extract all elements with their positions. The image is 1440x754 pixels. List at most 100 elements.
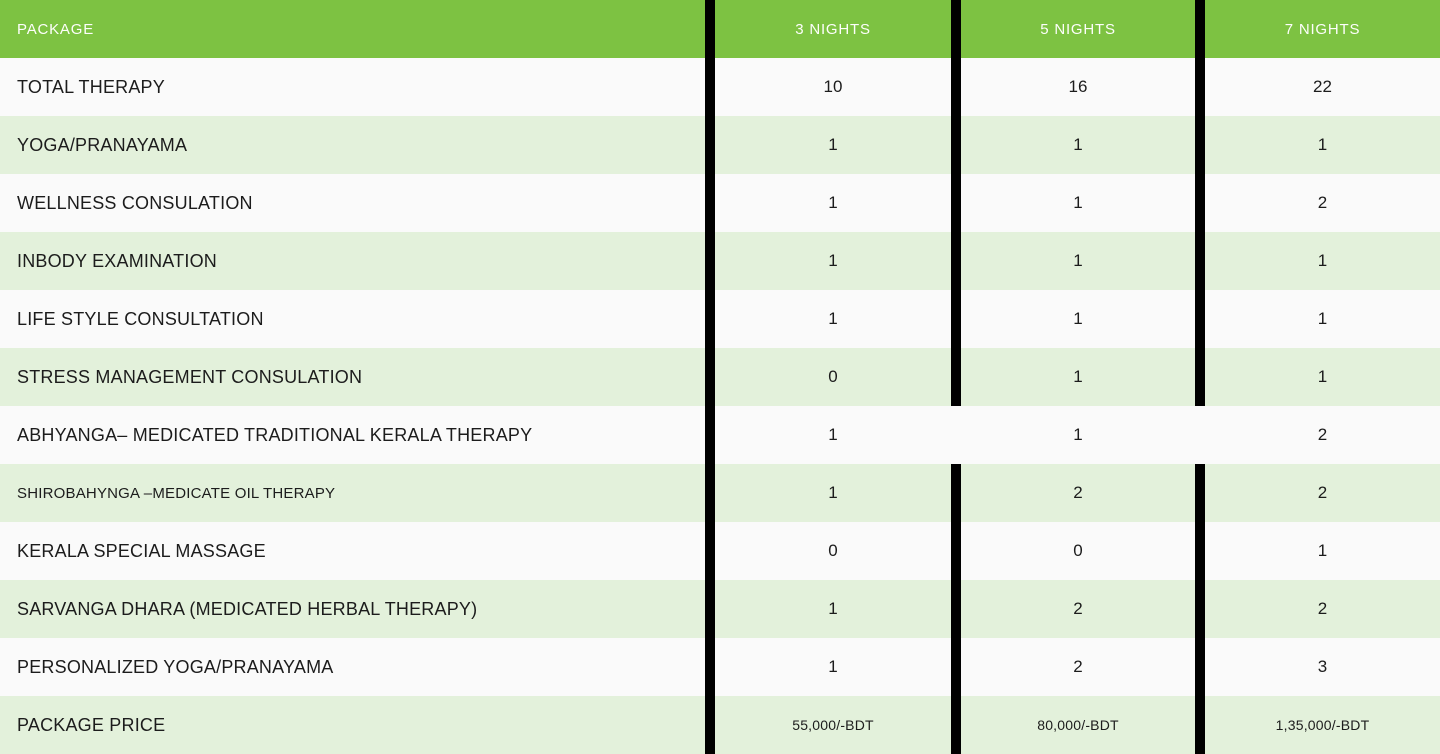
column-divider <box>951 58 961 116</box>
table-row-wellness-consulation: WELLNESS CONSULATION 1 1 2 <box>0 174 1440 232</box>
row-label: ABHYANGA– MEDICATED TRADITIONAL KERALA T… <box>17 424 533 445</box>
column-divider <box>1195 348 1205 406</box>
header-col-3-nights: 3 NIGHTS <box>795 20 871 38</box>
cell-value: 1 <box>1073 193 1083 212</box>
cell-value: 1 <box>828 251 838 270</box>
column-divider <box>951 174 961 232</box>
column-divider-gap <box>951 406 961 464</box>
table-row-package-price: PACKAGE PRICE 55,000/-BDT 80,000/-BDT 1,… <box>0 696 1440 754</box>
column-divider <box>1195 58 1205 116</box>
table-row-stress-management-consulation: STRESS MANAGEMENT CONSULATION 0 1 1 <box>0 348 1440 406</box>
row-label: SHIROBAHYNGA –MEDICATE OIL THERAPY <box>17 484 336 502</box>
cell-value: 2 <box>1317 483 1328 502</box>
column-divider <box>1195 232 1205 290</box>
cell-value: 0 <box>828 541 838 560</box>
cell-value: 2 <box>1317 599 1328 618</box>
cell-value: 2 <box>1317 193 1328 212</box>
cell-value: 1 <box>828 309 838 328</box>
cell-value: 1 <box>1317 251 1328 270</box>
price-value: 1,35,000/-BDT <box>1275 717 1370 733</box>
column-divider <box>705 348 715 406</box>
header-package-cell: PACKAGE <box>17 20 95 38</box>
column-divider <box>951 580 961 638</box>
price-value: 80,000/-BDT <box>1037 717 1119 733</box>
column-divider-gap <box>1195 406 1205 464</box>
column-divider <box>705 116 715 174</box>
cell-value: 1 <box>828 193 838 212</box>
cell-value: 1 <box>1317 541 1328 560</box>
column-divider <box>705 174 715 232</box>
column-divider <box>1195 116 1205 174</box>
price-value: 55,000/-BDT <box>792 717 874 733</box>
table-row-shirobahynga: SHIROBAHYNGA –MEDICATE OIL THERAPY 1 2 2 <box>0 464 1440 522</box>
cell-value: 1 <box>1073 425 1083 444</box>
column-divider <box>705 58 715 116</box>
column-divider <box>951 290 961 348</box>
cell-value: 2 <box>1073 657 1083 676</box>
column-divider <box>705 290 715 348</box>
cell-value: 3 <box>1317 657 1328 676</box>
column-divider <box>705 522 715 580</box>
row-label: KERALA SPECIAL MASSAGE <box>17 540 266 561</box>
cell-value: 1 <box>828 135 838 154</box>
table-row-life-style-consultation: LIFE STYLE CONSULTATION 1 1 1 <box>0 290 1440 348</box>
table-row-inbody-examination: INBODY EXAMINATION 1 1 1 <box>0 232 1440 290</box>
cell-value: 1 <box>828 425 838 444</box>
cell-value: 10 <box>823 77 843 96</box>
column-divider <box>705 580 715 638</box>
cell-value: 1 <box>1317 309 1328 328</box>
column-divider <box>1195 174 1205 232</box>
cell-value: 16 <box>1068 77 1088 96</box>
column-divider <box>951 638 961 696</box>
column-divider <box>951 696 961 754</box>
column-divider <box>951 232 961 290</box>
table-row-sarvanga-dhara: SARVANGA DHARA (MEDICATED HERBAL THERAPY… <box>0 580 1440 638</box>
column-divider <box>705 696 715 754</box>
cell-value: 1 <box>1073 367 1083 386</box>
table-row-personalized-yoga: PERSONALIZED YOGA/PRANAYAMA 1 2 3 <box>0 638 1440 696</box>
cell-value: 2 <box>1317 425 1328 444</box>
column-divider <box>1195 696 1205 754</box>
cell-value: 2 <box>1073 599 1083 618</box>
cell-value: 1 <box>1073 251 1083 270</box>
column-divider <box>951 464 961 522</box>
column-divider <box>951 116 961 174</box>
column-divider <box>1195 0 1205 58</box>
table-row-abhyanga: ABHYANGA– MEDICATED TRADITIONAL KERALA T… <box>0 406 1440 464</box>
column-divider <box>951 0 961 58</box>
row-label: PERSONALIZED YOGA/PRANAYAMA <box>17 656 334 677</box>
cell-value: 1 <box>1073 135 1083 154</box>
table-row-kerala-special-massage: KERALA SPECIAL MASSAGE 0 0 1 <box>0 522 1440 580</box>
column-divider <box>705 232 715 290</box>
column-divider <box>705 464 715 522</box>
header-row: PACKAGE 3 NIGHTS 5 NIGHTS 7 NIGHTS <box>0 0 1440 58</box>
header-col-7-nights: 7 NIGHTS <box>1284 20 1361 38</box>
cell-value: 1 <box>828 483 838 502</box>
column-divider <box>1195 580 1205 638</box>
column-divider <box>705 638 715 696</box>
cell-value: 1 <box>1317 135 1328 154</box>
column-divider <box>1195 464 1205 522</box>
column-divider <box>1195 522 1205 580</box>
row-label: TOTAL THERAPY <box>17 76 165 97</box>
cell-value: 1 <box>828 599 838 618</box>
column-divider <box>1195 638 1205 696</box>
cell-value: 1 <box>1317 367 1328 386</box>
column-divider <box>1195 290 1205 348</box>
table-row-yoga-pranayama: YOGA/PRANAYAMA 1 1 1 <box>0 116 1440 174</box>
cell-value: 0 <box>828 367 838 386</box>
column-divider <box>705 406 715 464</box>
row-label: PACKAGE PRICE <box>17 714 166 735</box>
row-label: LIFE STYLE CONSULTATION <box>17 308 264 329</box>
column-divider <box>705 0 715 58</box>
row-label: WELLNESS CONSULATION <box>17 192 253 213</box>
row-label: INBODY EXAMINATION <box>17 250 217 271</box>
cell-value: 22 <box>1313 77 1332 96</box>
row-label: SARVANGA DHARA (MEDICATED HERBAL THERAPY… <box>17 598 478 619</box>
cell-value: 0 <box>1073 541 1083 560</box>
column-divider <box>951 348 961 406</box>
cell-value: 2 <box>1073 483 1083 502</box>
cell-value: 1 <box>828 657 838 676</box>
row-label: STRESS MANAGEMENT CONSULATION <box>17 366 363 387</box>
